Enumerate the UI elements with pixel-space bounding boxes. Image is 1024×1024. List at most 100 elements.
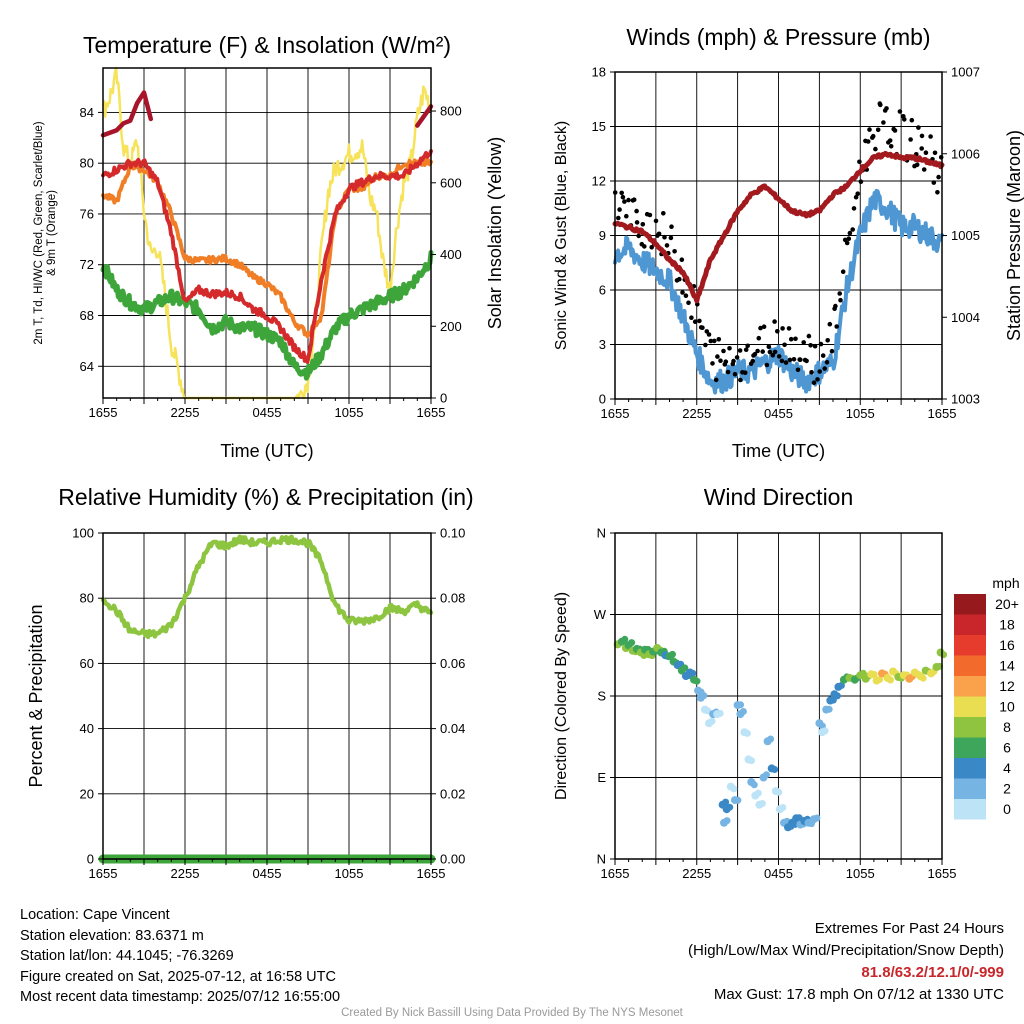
direction-point bbox=[700, 692, 708, 700]
humidity-title: Relative Humidity (%) & Precipitation (i… bbox=[58, 484, 473, 510]
direction-point bbox=[919, 674, 927, 682]
gust-point bbox=[938, 155, 944, 160]
gust-point bbox=[649, 245, 654, 250]
gust-point bbox=[851, 206, 857, 211]
gust-point bbox=[916, 125, 921, 130]
gust-point bbox=[723, 359, 729, 365]
gust-point bbox=[737, 348, 743, 353]
extremes-values: 81.8/63.2/12.1/0/-999 bbox=[861, 964, 1004, 981]
direction-point bbox=[722, 798, 730, 806]
winds-y2-tick-label: 1003 bbox=[951, 392, 980, 407]
gust-point bbox=[791, 357, 797, 362]
gust-point bbox=[932, 150, 938, 156]
gust-point bbox=[776, 354, 782, 359]
gust-point bbox=[764, 362, 770, 368]
temperature-y-tick-label: 76 bbox=[80, 206, 94, 221]
temperature-y2-tick-label: 800 bbox=[440, 104, 462, 119]
gust-point bbox=[686, 300, 691, 306]
gust-point bbox=[909, 117, 915, 123]
gust-point bbox=[855, 191, 860, 196]
humidity-x-tick-label: 1055 bbox=[335, 866, 364, 881]
temperature-y-tick-label: 64 bbox=[80, 359, 94, 374]
gust-point bbox=[661, 211, 666, 216]
gust-point bbox=[786, 326, 792, 331]
gust-point bbox=[870, 133, 876, 139]
legend-label: 14 bbox=[999, 658, 1015, 674]
gust-point bbox=[857, 159, 862, 165]
temperature-y-tick-label: 84 bbox=[80, 105, 94, 120]
heat-index-line bbox=[100, 90, 154, 138]
direction-point bbox=[737, 701, 745, 709]
winds-y-tick-label: 18 bbox=[592, 65, 606, 80]
gust-point bbox=[697, 318, 702, 324]
direction-ylabel: Direction (Colored By Speed) bbox=[553, 592, 570, 800]
direction-point bbox=[779, 804, 787, 811]
legend-swatch bbox=[954, 614, 986, 635]
gust-point bbox=[795, 367, 801, 373]
temperature-y2label: Solar Insolation (Yellow) bbox=[485, 137, 505, 329]
sonic-wind-line bbox=[613, 188, 944, 395]
temperature-y2-tick-label: 0 bbox=[440, 391, 447, 406]
gust-point bbox=[734, 355, 740, 360]
winds-y2-tick-label: 1004 bbox=[951, 310, 980, 325]
gust-point bbox=[617, 207, 622, 212]
gust-point bbox=[703, 342, 708, 348]
direction-point bbox=[887, 676, 894, 684]
gust-point bbox=[787, 357, 793, 363]
gust-point bbox=[640, 222, 646, 227]
gust-point bbox=[620, 194, 626, 200]
gust-point bbox=[619, 190, 624, 196]
gust-point bbox=[931, 180, 937, 185]
gust-point bbox=[653, 218, 659, 224]
gust-point bbox=[881, 120, 886, 125]
credit-line: Created By Nick Bassill Using Data Provi… bbox=[341, 1007, 683, 1019]
gust-point bbox=[923, 150, 929, 155]
humidity-y2-tick-label: 0.06 bbox=[440, 656, 465, 671]
direction-point bbox=[726, 803, 734, 811]
gust-point bbox=[680, 290, 685, 295]
gust-point bbox=[708, 338, 714, 344]
gust-point bbox=[884, 106, 889, 111]
gust-point bbox=[935, 190, 940, 195]
gust-point bbox=[664, 243, 670, 248]
gust-point bbox=[838, 297, 843, 303]
winds-xlabel: Time (UTC) bbox=[732, 441, 825, 461]
most-recent-timestamp: Most recent data timestamp: 2025/07/12 1… bbox=[20, 989, 341, 1005]
direction-y-tick-label: N bbox=[597, 852, 606, 867]
temperature-x-tick-label: 1655 bbox=[417, 405, 446, 420]
gust-point bbox=[788, 336, 794, 342]
gust-point bbox=[921, 167, 927, 172]
gust-point bbox=[712, 338, 717, 344]
direction-point bbox=[833, 692, 841, 700]
direction-x-tick-label: 1655 bbox=[928, 866, 957, 881]
temperature-x-tick-label: 0455 bbox=[253, 405, 282, 420]
extremes-panel: Extremes For Past 24 Hours (High/Low/Max… bbox=[688, 918, 1004, 1006]
direction-point bbox=[837, 682, 845, 689]
legend-label: 12 bbox=[999, 678, 1015, 694]
gust-point bbox=[656, 231, 662, 237]
direction-point bbox=[628, 639, 636, 647]
direction-point bbox=[775, 788, 783, 796]
winds-y-tick-label: 15 bbox=[592, 119, 606, 134]
direction-y-tick-label: S bbox=[597, 689, 606, 704]
legend-swatch bbox=[954, 676, 986, 697]
winds-x-tick-label: 2255 bbox=[682, 406, 711, 421]
gust-point bbox=[750, 358, 756, 364]
gust-point bbox=[908, 137, 913, 142]
gust-point bbox=[897, 109, 903, 114]
winds-y2-tick-label: 1007 bbox=[951, 65, 980, 80]
gust-point bbox=[887, 138, 893, 143]
gust-point bbox=[668, 235, 674, 241]
gust-point bbox=[692, 319, 698, 325]
temperature-y2-tick-label: 400 bbox=[440, 247, 462, 262]
winds-x-tick-label: 1655 bbox=[928, 406, 957, 421]
gust-point bbox=[793, 336, 798, 342]
gust-point bbox=[834, 324, 839, 329]
legend-swatch bbox=[954, 737, 986, 758]
gust-point bbox=[756, 335, 762, 341]
direction-y-tick-label: W bbox=[594, 607, 607, 622]
gust-point bbox=[919, 146, 924, 151]
direction-point bbox=[734, 796, 742, 804]
gust-point bbox=[766, 344, 772, 350]
humidity-y2-tick-label: 0.04 bbox=[440, 721, 465, 736]
